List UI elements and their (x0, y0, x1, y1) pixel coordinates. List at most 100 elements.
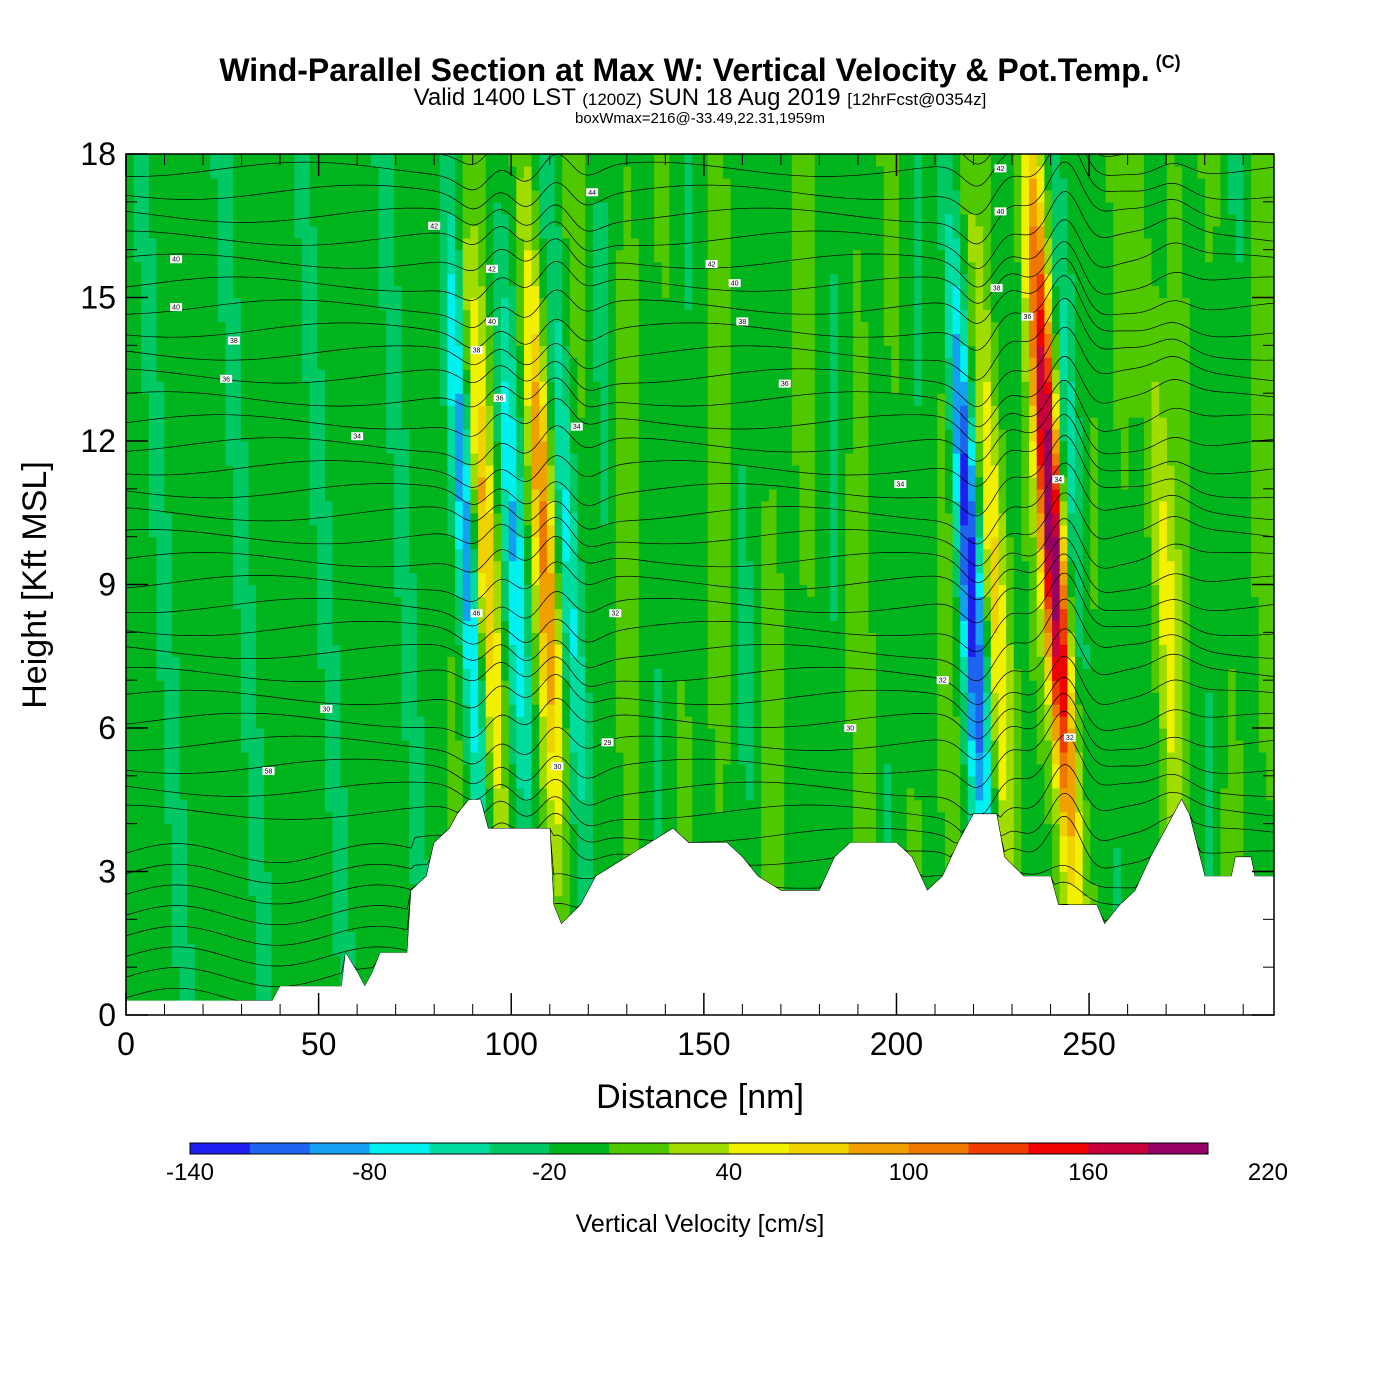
w-cell (615, 476, 625, 490)
w-cell (363, 321, 372, 334)
w-cell (164, 237, 173, 251)
w-cell (187, 763, 196, 777)
w-cell (256, 536, 265, 550)
w-cell (554, 668, 563, 681)
w-cell (455, 297, 464, 311)
w-cell (302, 429, 311, 442)
w-cell (638, 524, 648, 538)
w-cell (447, 692, 456, 705)
w-cell (546, 799, 556, 813)
w-cell (439, 740, 449, 753)
w-cell (516, 309, 525, 323)
w-cell (225, 154, 234, 167)
w-cell (286, 656, 295, 669)
w-cell (263, 500, 273, 514)
w-cell (462, 751, 471, 765)
w-cell (638, 763, 648, 777)
w-cell (302, 201, 311, 215)
w-cell (638, 237, 648, 251)
w-cell (256, 500, 265, 514)
w-cell (256, 716, 265, 729)
w-cell (531, 704, 540, 717)
w-cell (340, 907, 349, 920)
w-cell (531, 524, 540, 538)
w-cell (225, 441, 234, 454)
w-cell (493, 417, 502, 430)
w-cell (432, 548, 441, 562)
w-cell (439, 536, 449, 550)
w-cell (149, 177, 158, 191)
w-cell (179, 405, 188, 418)
w-cell (531, 405, 540, 418)
w-cell (493, 201, 502, 215)
w-cell (562, 369, 571, 382)
w-cell (347, 393, 357, 406)
w-cell (309, 883, 318, 897)
w-cell (210, 333, 219, 346)
w-cell (194, 883, 204, 897)
w-cell (263, 261, 273, 275)
w-cell (600, 608, 609, 621)
w-cell (187, 716, 196, 729)
w-cell (263, 333, 273, 346)
w-cell (447, 177, 456, 191)
w-cell (447, 321, 456, 334)
w-cell (409, 429, 418, 442)
w-cell (179, 763, 188, 777)
w-cell (210, 441, 219, 454)
w-cell (424, 740, 433, 753)
w-cell (340, 297, 349, 311)
w-cell (393, 357, 403, 370)
w-cell (233, 799, 242, 813)
w-cell (194, 512, 204, 526)
w-cell (202, 668, 211, 681)
w-cell (233, 201, 242, 215)
w-cell (256, 883, 265, 897)
w-cell (217, 405, 227, 418)
w-cell (409, 297, 418, 311)
w-cell (562, 441, 571, 454)
w-cell (141, 931, 150, 944)
w-cell (539, 177, 548, 191)
w-cell (370, 728, 380, 741)
w-cell (370, 476, 380, 490)
w-cell (638, 656, 648, 669)
w-cell (194, 620, 204, 633)
w-cell (164, 500, 173, 514)
w-cell (141, 357, 150, 370)
w-cell (171, 775, 181, 789)
w-cell (233, 596, 242, 610)
w-cell (409, 524, 418, 538)
w-cell (156, 500, 165, 514)
box-wmax-info: boxWmax=216@-33.49,22.31,1959m (575, 110, 825, 127)
w-cell (340, 656, 349, 669)
w-cell (171, 847, 181, 861)
w-cell (546, 154, 556, 167)
w-cell (210, 249, 219, 263)
w-cell (279, 297, 288, 311)
w-cell (654, 787, 663, 801)
w-cell (409, 572, 418, 586)
w-cell (210, 907, 219, 920)
w-cell (569, 656, 579, 669)
w-cell (455, 381, 464, 394)
w-cell (347, 357, 357, 370)
w-cell (263, 608, 273, 621)
w-cell (126, 417, 135, 430)
w-cell (363, 285, 372, 299)
w-cell (141, 429, 150, 442)
w-cell (592, 787, 602, 801)
w-cell (646, 453, 655, 466)
w-cell (187, 943, 196, 956)
w-cell (501, 572, 510, 586)
w-cell (325, 166, 334, 179)
w-cell (126, 919, 135, 932)
w-cell (179, 369, 188, 382)
w-cell (424, 799, 433, 813)
w-cell (286, 751, 295, 765)
w-cell (286, 154, 295, 167)
w-cell (508, 237, 517, 251)
w-cell (294, 799, 303, 813)
w-cell (646, 213, 655, 227)
w-cell (256, 285, 265, 299)
